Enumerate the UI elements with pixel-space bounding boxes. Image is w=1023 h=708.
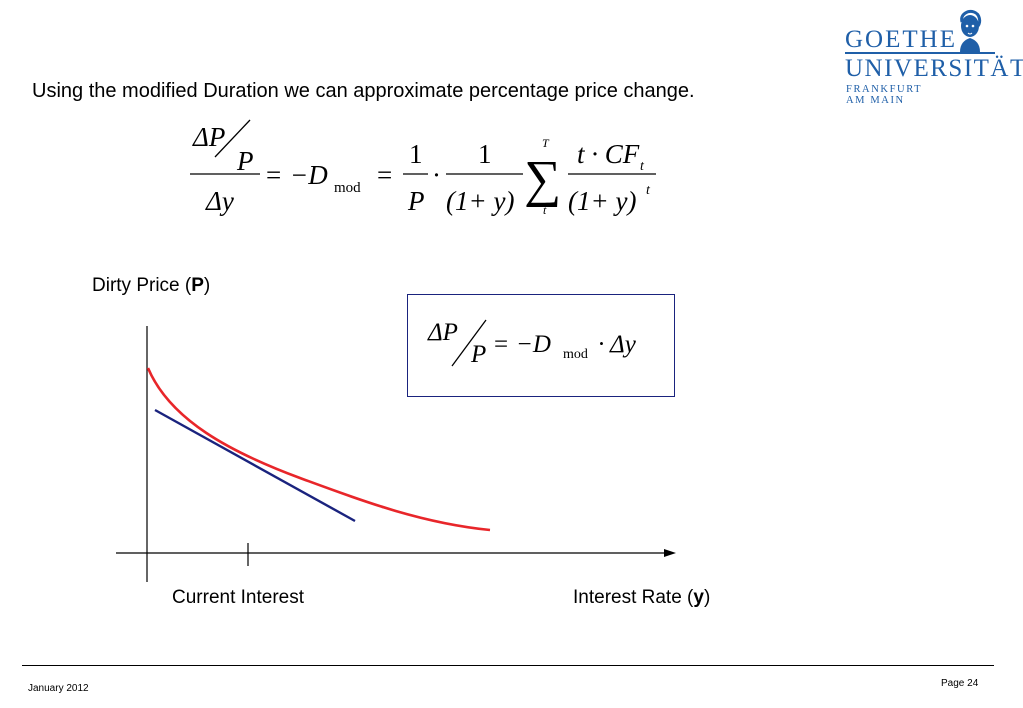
box-delta-p: ΔP (427, 319, 458, 346)
approximation-formula-box (407, 294, 675, 397)
formula-sum-bottom: t (543, 203, 547, 217)
formula-minus-d: −D (290, 160, 328, 190)
formula-p: P (236, 146, 254, 176)
x-axis-label-prefix: Interest Rate ( (573, 587, 694, 608)
formula-dot: · (432, 160, 441, 190)
formula-p-den: P (407, 186, 425, 216)
formula-equals-2: = (377, 160, 392, 190)
formula-numerator: t · CF (577, 139, 640, 169)
y-axis-label-suffix: ) (203, 275, 211, 296)
formula-one-a: 1 (409, 139, 423, 169)
y-axis-label-prefix: Dirty Price ( (92, 275, 192, 296)
intro-text: Using the modified Duration we can appro… (32, 80, 695, 102)
formula-mod: mod (334, 180, 361, 196)
x-axis-label: Interest Rate (y) (573, 587, 710, 609)
formula-one-b: 1 (478, 139, 492, 169)
x-axis-label-symbol: y (693, 587, 704, 608)
formula-denominator: (1+ y) (568, 186, 636, 216)
footer-date: January 2012 (28, 683, 89, 694)
box-slash (451, 319, 487, 367)
logo-goethe: GOETHE (845, 26, 957, 53)
logo-universitaet: UNIVERSITÄT (845, 55, 1023, 82)
box-p: P (470, 341, 486, 368)
x-axis-arrow-icon (664, 549, 676, 557)
formula-delta-y: Δy (205, 186, 234, 216)
price-curve (146, 367, 491, 532)
duration-tangent-line (154, 408, 356, 523)
box-mod: mod (563, 347, 588, 362)
formula-sum: ∑ (524, 151, 561, 208)
formula-numerator-sub: t (640, 159, 645, 174)
formula-equals-1: = (266, 160, 281, 190)
box-minus-d: −D (516, 331, 551, 358)
footer-divider (22, 665, 994, 666)
box-equals: = (494, 331, 508, 358)
y-axis-label: Dirty Price (P) (92, 275, 210, 297)
y-axis-label-symbol: P (191, 275, 204, 296)
formula-delta-p: ΔP (192, 122, 225, 152)
goethe-portrait-icon (960, 10, 982, 52)
formula-slash (214, 119, 251, 158)
formula-sum-top: T (542, 136, 550, 150)
logo-divider (845, 52, 995, 54)
current-interest-label: Current Interest (172, 587, 304, 608)
formula-paren-den: (1+ y) (446, 186, 514, 216)
box-times-dy: · Δy (598, 331, 637, 358)
page-number: Page 24 (941, 678, 979, 689)
logo-frankfurt: FRANKFURT AM MAIN (846, 84, 923, 106)
formula-denominator-sup: t (646, 183, 651, 198)
x-axis-label-suffix: ) (703, 587, 711, 608)
